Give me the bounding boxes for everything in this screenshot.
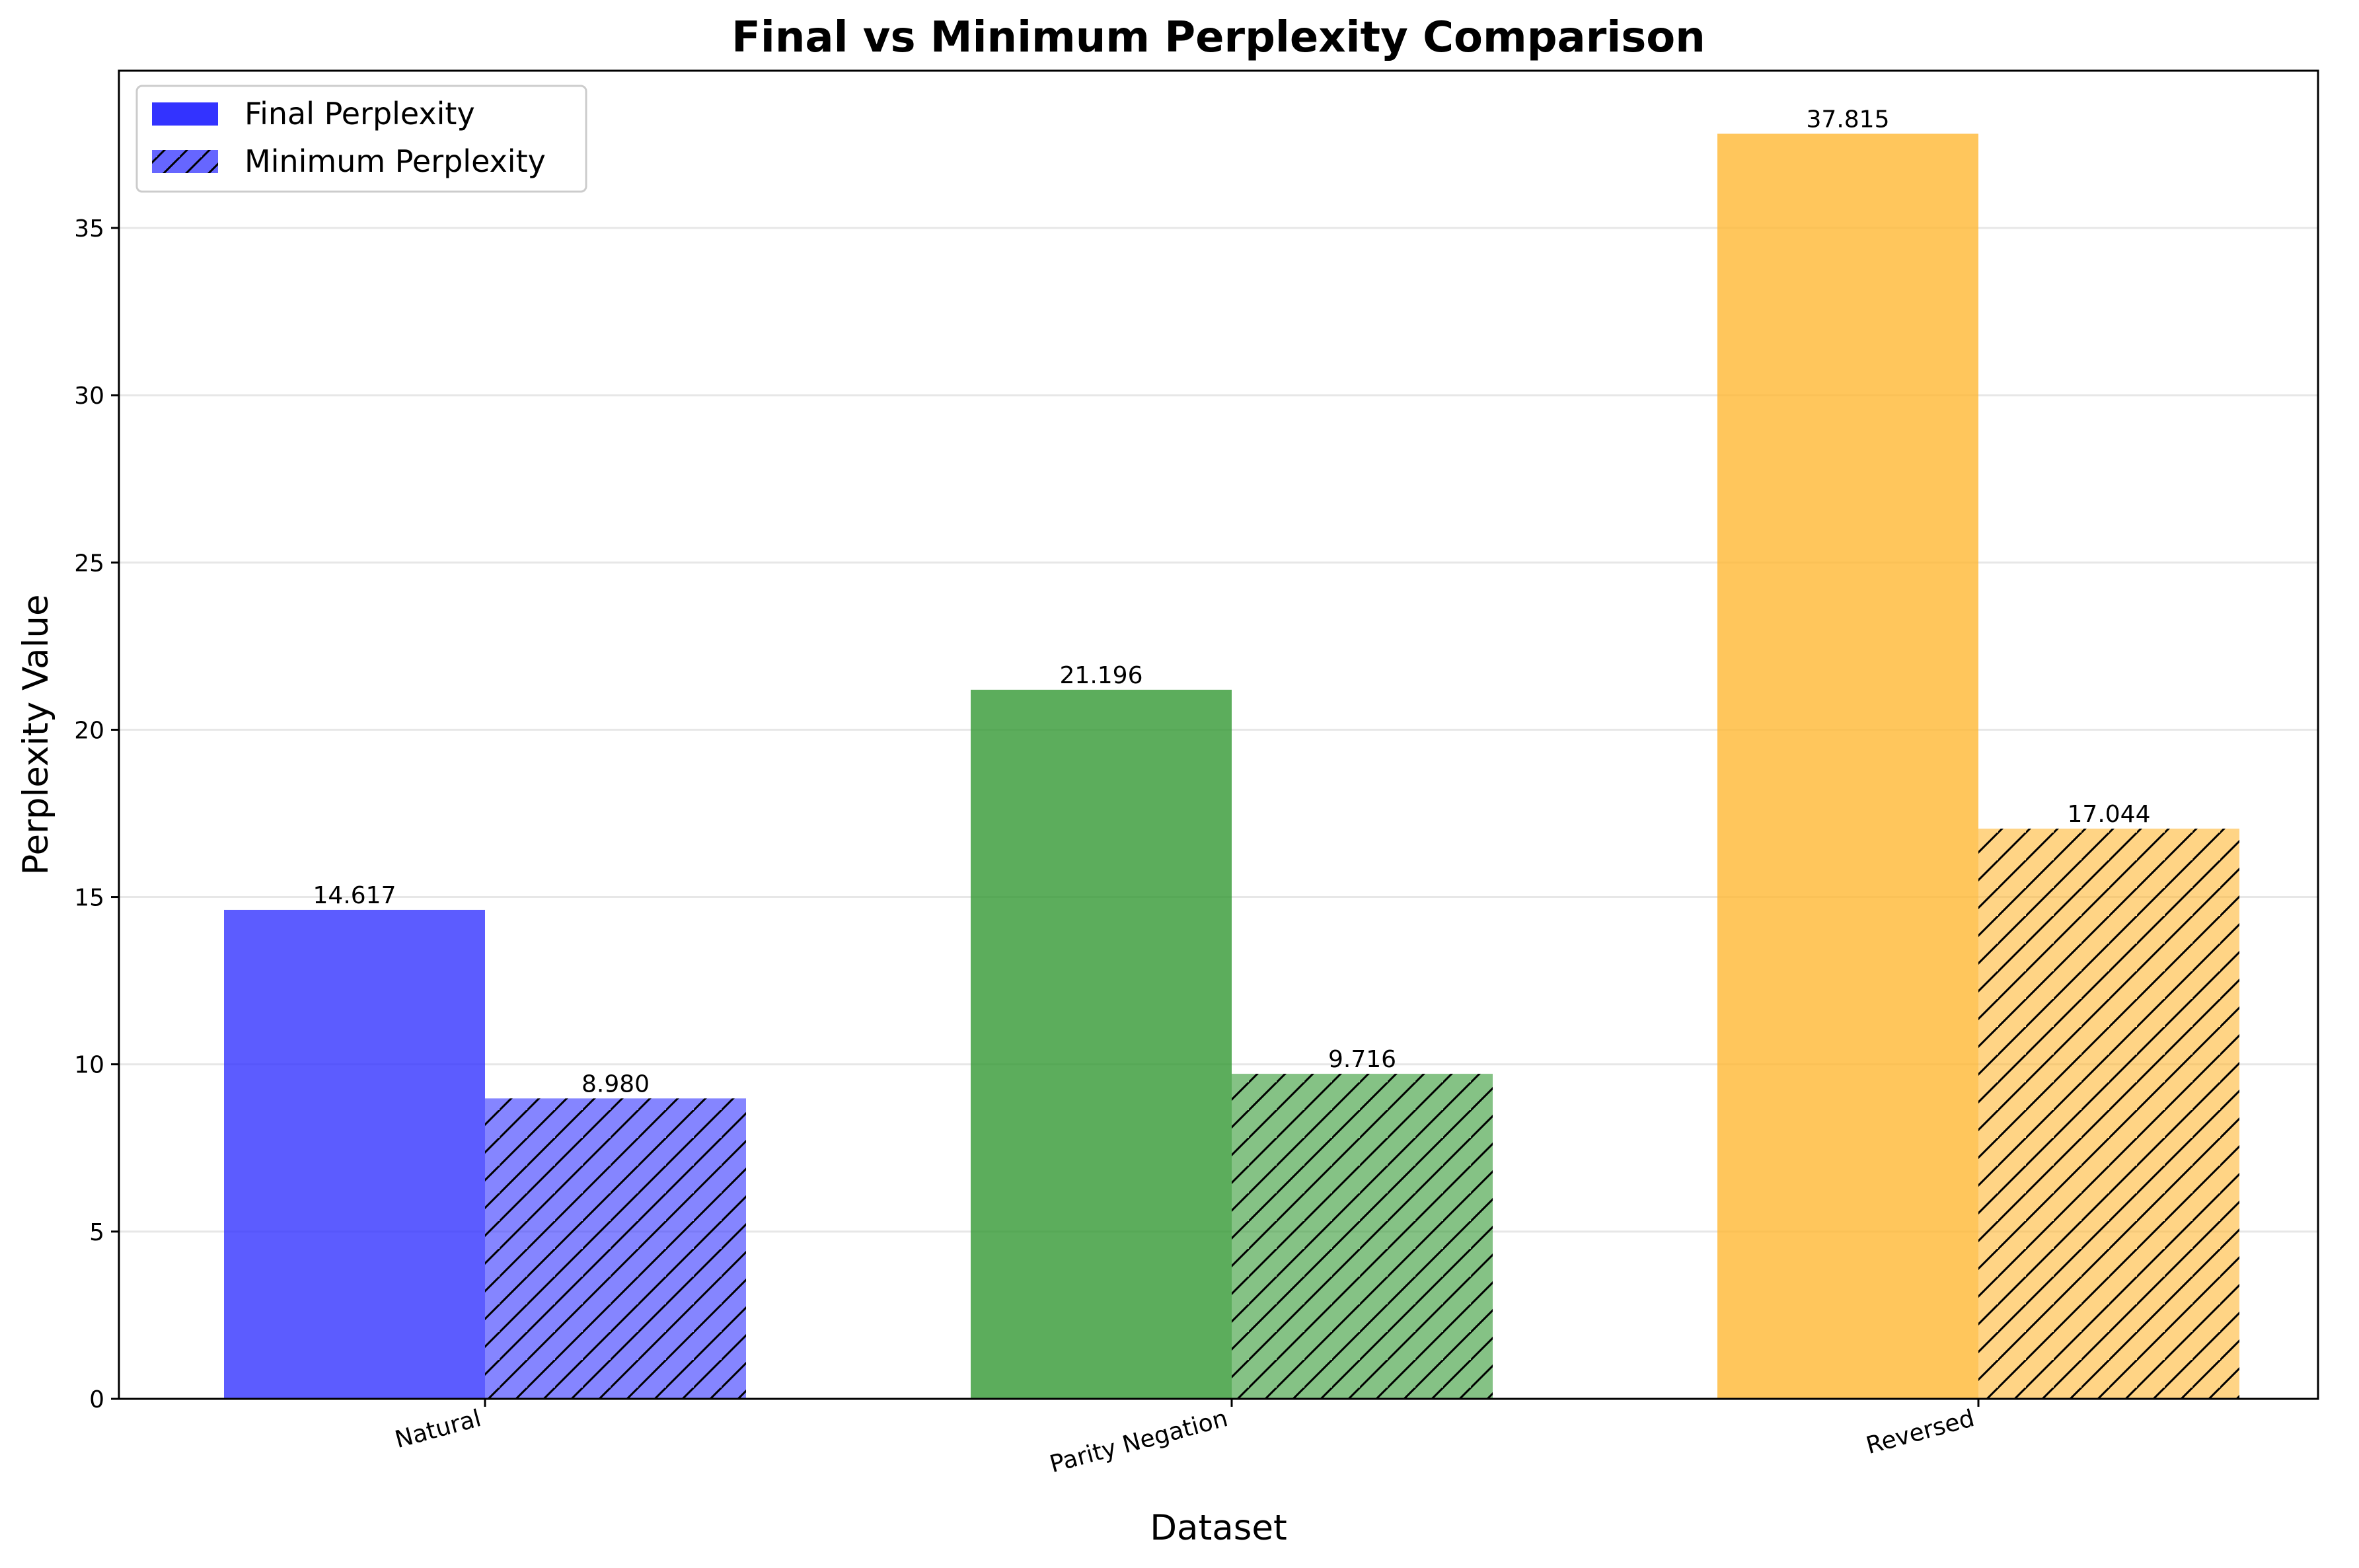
x-tick-label: Parity Negation xyxy=(1047,1405,1230,1478)
y-axis-label: Perplexity Value xyxy=(16,594,56,875)
value-labels: 14.617 8.980 21.196 9.716 37.815 17.044 xyxy=(313,106,2151,1098)
y-tick-label: 0 xyxy=(89,1386,104,1413)
plot-frame xyxy=(118,69,2319,1400)
y-tick-label: 20 xyxy=(74,717,104,744)
bars xyxy=(224,133,2239,1400)
chart-title: Final vs Minimum Perplexity Comparison xyxy=(731,13,1705,62)
value-label-final-0: 14.617 xyxy=(313,882,396,909)
x-tick-label: Reversed xyxy=(1863,1405,1977,1460)
bar-final-2 xyxy=(1717,133,1978,1400)
bar-hatch-0 xyxy=(485,1098,746,1399)
y-tick-label: 15 xyxy=(74,885,104,912)
legend-label-final: Final Perplexity xyxy=(244,96,475,131)
legend-swatch-minimum-hatch xyxy=(152,150,218,173)
legend-label-minimum: Minimum Perplexity xyxy=(244,143,546,179)
y-tick-label: 30 xyxy=(74,383,104,410)
value-label-minimum-1: 9.716 xyxy=(1328,1046,1396,1073)
y-tick-label: 35 xyxy=(74,215,104,243)
bar-hatch-2 xyxy=(1978,829,2239,1399)
y-tick-label: 10 xyxy=(74,1052,104,1079)
bar-final-1 xyxy=(971,689,1232,1399)
y-tick-label: 5 xyxy=(89,1219,104,1246)
value-label-minimum-0: 8.980 xyxy=(581,1070,650,1098)
legend-box xyxy=(135,85,587,193)
value-label-minimum-2: 17.044 xyxy=(2068,801,2151,828)
value-label-final-2: 37.815 xyxy=(1807,106,1890,133)
x-tick-label: Natural xyxy=(392,1405,484,1454)
value-label-final-1: 21.196 xyxy=(1060,662,1143,689)
legend-swatch-final xyxy=(152,102,218,126)
legend: Final Perplexity Minimum Perplexity xyxy=(135,85,587,193)
bar-final-0 xyxy=(224,909,485,1399)
bar-hatch-1 xyxy=(1232,1074,1493,1399)
y-tick-label: 25 xyxy=(74,550,104,577)
x-axis-label: Dataset xyxy=(1150,1508,1287,1548)
